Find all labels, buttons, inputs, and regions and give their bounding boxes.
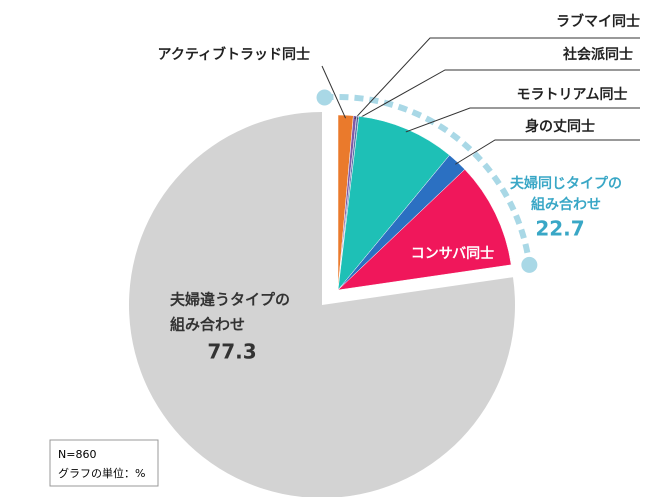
slice-label: 身の丈同士	[525, 118, 595, 135]
slice-label: 社会派同士	[562, 46, 633, 63]
leader-line	[357, 69, 640, 120]
leader-line	[321, 65, 347, 119]
slice-label: ラブマイ同士	[556, 13, 640, 30]
rest-value: 77.3	[207, 340, 256, 364]
arc-dot	[521, 256, 538, 273]
note-box	[49, 439, 159, 487]
slice-label: モラトリアム同士	[516, 86, 627, 103]
slice-label: コンサバ同士	[411, 245, 494, 262]
rest-label: 夫婦違うタイプの	[170, 291, 290, 309]
pie-slice	[129, 112, 515, 497]
leader-line	[405, 107, 640, 133]
leader-line	[354, 37, 640, 120]
slice-label: アクティブトラッド同士	[158, 46, 310, 63]
group-label: 組み合わせ	[531, 196, 601, 213]
arc-dot	[316, 89, 333, 106]
leader-line	[455, 139, 640, 165]
note: N=860	[58, 448, 96, 461]
rest-label: 組み合わせ	[170, 316, 245, 334]
group-value: 22.7	[535, 217, 584, 241]
pie-slice	[337, 169, 512, 291]
note: グラフの単位：%	[58, 466, 145, 480]
pie-slice	[337, 115, 450, 291]
group-label: 夫婦同じタイプの	[510, 175, 622, 192]
